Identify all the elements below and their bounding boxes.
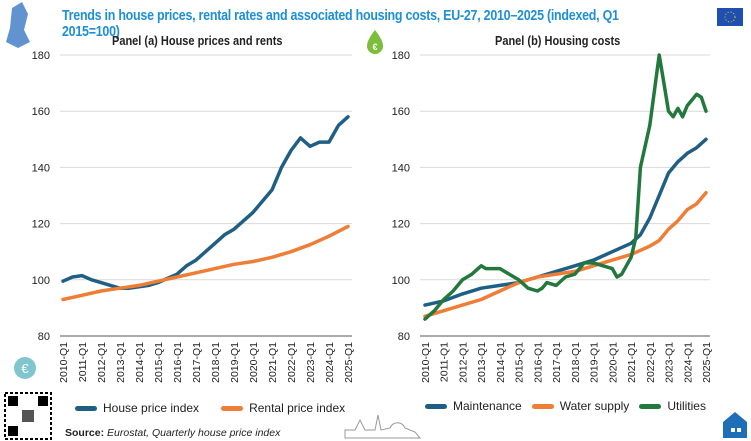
series-line-house-price-index [61, 115, 350, 290]
y-tick-label: 180 [32, 50, 50, 62]
x-tick-label: 2017-Q1 [551, 342, 563, 383]
x-tick-label: 2023-Q1 [664, 342, 676, 383]
legend-label: Maintenance [453, 399, 522, 413]
legend-swatch [221, 405, 244, 411]
x-tick-label: 2021-Q1 [626, 342, 638, 383]
eu-flag-icon [717, 8, 743, 26]
series-line-utilities [423, 53, 708, 321]
y-tick-label: 140 [392, 162, 410, 174]
series-line-rental-price-index [61, 224, 350, 302]
series-line-water-supply [423, 190, 708, 319]
panel-a: 80 100 120 140 160 180 2010-Q1 2011-Q1 2012-Q1 20… [32, 50, 355, 383]
x-tick-label: 2025-Q1 [701, 342, 713, 383]
x-tick-label: 2024-Q1 [324, 342, 336, 383]
y-tick-label: 160 [32, 106, 50, 118]
y-tick-label: 140 [32, 162, 50, 174]
euro-coin-icon: € [14, 357, 36, 379]
x-tick-label: 2016-Q1 [532, 342, 544, 383]
source-text: Eurostat, Quarterly house price index [107, 427, 281, 439]
legend-panel-b: Maintenance Water supply Utilities [425, 399, 728, 413]
legend-item-water-supply: Water supply [531, 399, 630, 413]
x-tick-label: 2012-Q1 [96, 342, 108, 383]
x-tick-label: 2018-Q1 [210, 342, 222, 383]
svg-text:€: € [372, 42, 377, 52]
x-tick-label: 2019-Q1 [589, 342, 601, 383]
legend-item-house-price: House price index [75, 401, 199, 415]
eu-map-logo [6, 2, 30, 48]
x-tick-label: 2025-Q1 [343, 342, 355, 383]
y-tick-label: 80 [398, 331, 410, 343]
x-tick-label: 2020-Q1 [607, 342, 619, 383]
y-tick-label: 100 [32, 275, 50, 287]
chart-title: Trends in house prices, rental rates and… [62, 8, 619, 40]
x-tick-label: 2014-Q1 [495, 342, 507, 383]
x-tick-label: 2017-Q1 [191, 342, 203, 383]
y-tick-label: 100 [392, 275, 410, 287]
x-tick-label: 2011-Q1 [439, 342, 451, 382]
x-tick-label: 2011-Q1 [77, 342, 89, 382]
legend-item-maintenance: Maintenance [425, 399, 522, 413]
series-line-maintenance [423, 137, 708, 307]
x-tick-label: 2022-Q1 [645, 342, 657, 383]
legend-panel-a: House price index Rental price index [75, 401, 367, 415]
x-tick-label: 2019-Q1 [229, 342, 241, 383]
panel-a-title: Panel (a) House prices and rents [112, 34, 283, 48]
x-tick-label: 2016-Q1 [172, 342, 184, 383]
x-tick-label: 2022-Q1 [286, 342, 298, 383]
x-tick-label: 2012-Q1 [457, 342, 469, 383]
legend-label: Rental price index [249, 401, 346, 415]
euro-drop-icon: € [367, 30, 383, 54]
x-tick-label: 2013-Q1 [476, 342, 488, 383]
x-tick-label: 2013-Q1 [115, 342, 127, 383]
legend-swatch [425, 403, 447, 409]
y-tick-label: 80 [38, 331, 50, 343]
x-tick-label: 2015-Q1 [514, 342, 526, 383]
y-tick-label: 180 [392, 50, 410, 62]
x-tick-label: 2020-Q1 [248, 342, 260, 383]
legend-swatch [639, 403, 662, 409]
legend-label: Water supply [559, 399, 630, 413]
legend-item-utilities: Utilities [639, 399, 706, 413]
y-tick-label: 160 [392, 106, 410, 118]
x-tick-label: 2010-Q1 [58, 342, 70, 383]
legend-label: House price index [103, 401, 200, 415]
legend-label: Utilities [667, 399, 706, 413]
x-tick-label: 2018-Q1 [570, 342, 582, 383]
panel-b-title: Panel (b) Housing costs [495, 34, 621, 48]
legend-swatch [75, 405, 97, 411]
x-tick-label: 2014-Q1 [134, 342, 146, 383]
legend-swatch [531, 403, 554, 409]
panel-b: 80 100 120 140 160 180 2010-Q1 2011-Q1 2012-Q1 20… [392, 50, 713, 383]
house-icon [723, 412, 747, 438]
x-tick-label: 2023-Q1 [305, 342, 317, 383]
x-tick-label: 2021-Q1 [267, 342, 279, 383]
y-tick-label: 120 [32, 219, 50, 231]
y-tick-label: 120 [392, 219, 410, 231]
x-tick-label: 2015-Q1 [153, 342, 165, 383]
source-note: Source: Eurostat, Quarterly house price … [65, 427, 280, 439]
source-label: Source: [65, 427, 105, 439]
legend-item-rental-price: Rental price index [221, 401, 345, 415]
x-tick-label: 2010-Q1 [420, 342, 432, 383]
x-tick-label: 2024-Q1 [682, 342, 694, 383]
svg-text:€: € [21, 361, 29, 376]
skyline-icon [344, 414, 422, 439]
qr-code [4, 392, 52, 440]
